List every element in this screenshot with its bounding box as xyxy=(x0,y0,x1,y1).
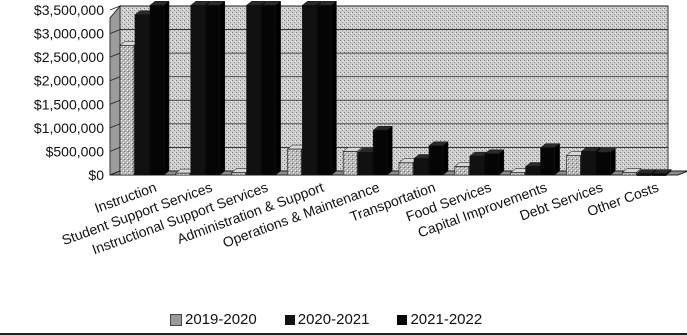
bar-front xyxy=(246,4,261,176)
bar-front xyxy=(342,151,358,176)
bar-front xyxy=(317,4,332,176)
bar-front xyxy=(190,4,206,176)
bottom-rule xyxy=(0,333,687,335)
bars xyxy=(119,0,672,176)
y-tick-label: $3,500,000 xyxy=(34,2,104,18)
bar-front xyxy=(566,155,581,176)
gridline-side xyxy=(109,99,121,105)
bar-front xyxy=(287,148,302,176)
bar-front xyxy=(398,162,414,176)
gridline-side xyxy=(109,147,121,152)
gridline-side xyxy=(109,52,121,58)
bar-front xyxy=(175,172,191,176)
y-tick-label: $2,000,000 xyxy=(34,73,104,89)
bar xyxy=(372,125,393,176)
y-tick-label: $2,500,000 xyxy=(34,49,104,65)
bar-side xyxy=(554,143,560,176)
bar xyxy=(149,0,170,176)
legend-label-2019-2020: 2019-2020 xyxy=(185,311,257,328)
bar-front xyxy=(469,155,485,176)
gridline-side xyxy=(109,29,121,34)
bar xyxy=(651,169,672,176)
bar-side xyxy=(610,147,616,176)
y-tick-label: $3,000,000 xyxy=(34,26,104,42)
bar-side xyxy=(275,0,281,176)
bar-front xyxy=(454,166,470,176)
bar-front xyxy=(357,152,373,176)
bar-front xyxy=(651,173,667,176)
legend-item-2019-2020: 2019-2020 xyxy=(170,311,257,328)
bar-front xyxy=(413,158,429,176)
legend-item-2020-2021: 2020-2021 xyxy=(284,311,370,328)
y-tick-label: $1,000,000 xyxy=(34,120,104,136)
legend-item-2021-2022: 2021-2022 xyxy=(397,311,482,328)
bar xyxy=(539,143,561,176)
bar-front xyxy=(302,4,317,176)
y-tick-label: $500,000 xyxy=(46,143,105,159)
gridline-side xyxy=(109,123,121,129)
bar-front xyxy=(596,152,611,176)
bar-front xyxy=(484,153,500,176)
bar-front xyxy=(581,151,596,176)
bar-front xyxy=(134,14,150,176)
legend-swatch-2019-2020 xyxy=(170,313,182,326)
bar-side xyxy=(498,149,505,176)
bar-side xyxy=(163,0,170,176)
bar-front xyxy=(428,145,444,176)
bar-front xyxy=(540,147,555,176)
bar xyxy=(484,149,505,176)
bar xyxy=(428,141,449,176)
bar-front xyxy=(525,166,540,176)
bar-side xyxy=(442,141,449,176)
legend-label-2021-2022: 2021-2022 xyxy=(410,311,483,328)
bar-front xyxy=(372,129,388,176)
bar-front xyxy=(510,172,525,176)
y-tick-label: $1,500,000 xyxy=(34,96,104,112)
y-axis-ticks: $0 $500,000 $1,000,000 $1,500,000 $2,000,000… xyxy=(34,2,104,183)
bar-side xyxy=(386,125,393,176)
legend: 2019-2020 2020-2021 2021-2022 xyxy=(170,311,482,328)
y-tick-label: $0 xyxy=(88,167,104,183)
bar-side xyxy=(331,0,337,176)
bar xyxy=(260,0,282,176)
bar-front xyxy=(621,172,637,176)
gridline-side xyxy=(109,5,121,11)
bar xyxy=(316,0,338,176)
bar xyxy=(636,169,657,176)
bar-front xyxy=(119,45,135,176)
legend-label-2020-2021: 2020-2021 xyxy=(297,311,370,328)
bar-front xyxy=(205,4,221,176)
legend-swatch-2020-2021 xyxy=(284,314,295,325)
bar xyxy=(595,147,617,176)
bar xyxy=(205,0,226,176)
bar-front xyxy=(636,173,652,176)
bar-front xyxy=(149,4,165,176)
legend-swatch-2021-2022 xyxy=(397,314,408,325)
bar-front xyxy=(231,172,246,176)
bar-side xyxy=(219,0,226,176)
gridline-side xyxy=(109,76,121,82)
bar-front xyxy=(261,4,276,176)
